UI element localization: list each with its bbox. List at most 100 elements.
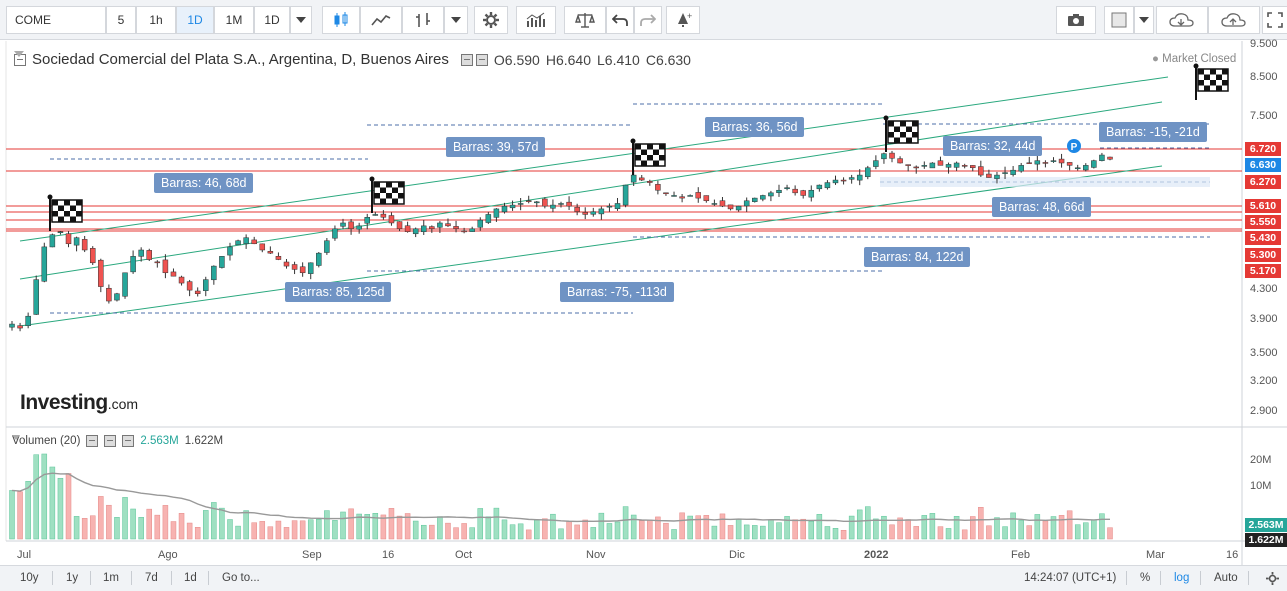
candle: [1050, 160, 1057, 162]
flag-square: [888, 121, 894, 127]
settings-small-icon[interactable]: [475, 53, 488, 66]
range-label-6[interactable]: Barras: 48, 66d: [992, 197, 1092, 217]
parallel-channel[interactable]: [19, 76, 1169, 327]
interval-1d[interactable]: 1D: [176, 6, 214, 34]
range-label-8[interactable]: Barras: -75, -113d: [560, 282, 674, 302]
goto-button[interactable]: Go to...: [222, 572, 260, 584]
candle: [437, 222, 443, 228]
channel-bottom-line[interactable]: [19, 165, 1163, 327]
candle: [638, 177, 645, 181]
flag-icon[interactable]: [883, 115, 919, 153]
close-icon[interactable]: [122, 435, 135, 447]
price-label: 2.900: [1250, 405, 1278, 417]
percent-toggle[interactable]: %: [1140, 572, 1151, 584]
volume-bar: [429, 524, 435, 540]
chevron-down-icon[interactable]: [12, 435, 20, 440]
flag-icon[interactable]: [47, 194, 83, 232]
compare-button[interactable]: [564, 6, 606, 34]
symbol-input[interactable]: COME: [6, 6, 106, 34]
range-label-1[interactable]: Barras: 46, 68d: [154, 173, 254, 193]
volume-bar: [170, 521, 177, 540]
chart-type-dropdown[interactable]: [444, 6, 468, 34]
range-label-5[interactable]: Barras: -15, -21d: [1099, 122, 1207, 142]
candle: [978, 166, 984, 176]
candle: [671, 195, 677, 197]
eye-icon[interactable]: [86, 435, 99, 447]
candles-icon: [334, 12, 348, 27]
volume-bar: [719, 513, 726, 540]
settings-button[interactable]: [474, 6, 508, 34]
settings-small-icon[interactable]: [104, 435, 117, 447]
price-chart-svg[interactable]: P: [0, 41, 1287, 565]
line-chart-button[interactable]: [360, 6, 402, 34]
range-label-2[interactable]: Barras: 39, 57d: [446, 137, 546, 157]
range-label-3[interactable]: Barras: 36, 56d: [705, 117, 805, 137]
flag-square: [58, 205, 64, 211]
p-marker-icon[interactable]: [1067, 139, 1081, 153]
studies-button[interactable]: [516, 6, 556, 34]
ohlc-close: C6.630: [645, 51, 691, 68]
candle: [372, 214, 379, 216]
flag-square: [1204, 85, 1210, 91]
chevron-down-icon: [296, 17, 306, 23]
interval-dropdown[interactable]: [290, 6, 312, 34]
range-1d[interactable]: 1d: [184, 572, 197, 584]
volume-bar: [1074, 524, 1081, 540]
flag-icon[interactable]: [1193, 63, 1229, 101]
candle: [114, 293, 120, 301]
candle: [73, 237, 80, 246]
candle: [679, 196, 685, 199]
fullscreen-button[interactable]: [1262, 6, 1287, 34]
separator: [52, 571, 53, 585]
eye-icon[interactable]: [460, 53, 473, 66]
interval-5[interactable]: 5: [106, 6, 136, 34]
range-1y[interactable]: 1y: [66, 572, 79, 584]
candle: [582, 212, 588, 215]
chevron-down-icon[interactable]: [14, 51, 24, 57]
candle: [961, 165, 968, 167]
flag-square: [392, 187, 398, 193]
volume-bar: [33, 454, 39, 540]
auto-toggle[interactable]: Auto: [1214, 572, 1238, 584]
candles-button[interactable]: [322, 6, 360, 34]
interval-1m[interactable]: 1M: [214, 6, 254, 34]
time-label: 16: [382, 549, 395, 561]
separator: [131, 571, 132, 585]
candle: [792, 188, 798, 194]
template-button[interactable]: [1104, 6, 1134, 34]
range-7d[interactable]: 7d: [145, 572, 158, 584]
cloud-save-button[interactable]: [1156, 6, 1208, 34]
screenshot-button[interactable]: [1056, 6, 1096, 34]
bars-button[interactable]: [402, 6, 444, 34]
flag-icon[interactable]: [369, 176, 405, 214]
undo-button[interactable]: [606, 6, 634, 34]
flag-square: [392, 198, 398, 204]
flag-square: [380, 187, 386, 193]
candle: [275, 256, 282, 260]
interval-custom[interactable]: 1D: [254, 6, 290, 34]
price-label: 3.200: [1250, 375, 1278, 387]
range-label-4[interactable]: Barras: 32, 44d: [943, 136, 1043, 156]
flag-icon[interactable]: [630, 138, 666, 176]
chart-area[interactable]: P Sociedad Comercial del Plata S.A., Arg…: [0, 38, 1287, 565]
candle: [477, 219, 484, 228]
range-1m[interactable]: 1m: [103, 572, 119, 584]
separator: [208, 571, 209, 585]
interval-1h[interactable]: 1h: [136, 6, 176, 34]
gear-icon[interactable]: [1266, 572, 1279, 585]
range-10y[interactable]: 10y: [20, 572, 39, 584]
template-dropdown[interactable]: [1134, 6, 1154, 34]
candle: [1091, 160, 1097, 168]
cloud-load-button[interactable]: [1208, 6, 1260, 34]
channel-top-line[interactable]: [19, 76, 1169, 242]
range-label-9[interactable]: Barras: 84, 122d: [864, 247, 971, 267]
range-label-7[interactable]: Barras: 85, 125d: [285, 282, 392, 302]
log-toggle[interactable]: log: [1174, 572, 1190, 584]
channel-mid-line[interactable]: [19, 101, 1163, 280]
volume-bar: [961, 529, 968, 540]
instrument-title: Sociedad Comercial del Plata S.A., Argen…: [32, 51, 449, 68]
alert-button[interactable]: +: [666, 6, 700, 34]
candle: [81, 239, 88, 251]
candle: [542, 198, 548, 207]
redo-button[interactable]: [634, 6, 662, 34]
